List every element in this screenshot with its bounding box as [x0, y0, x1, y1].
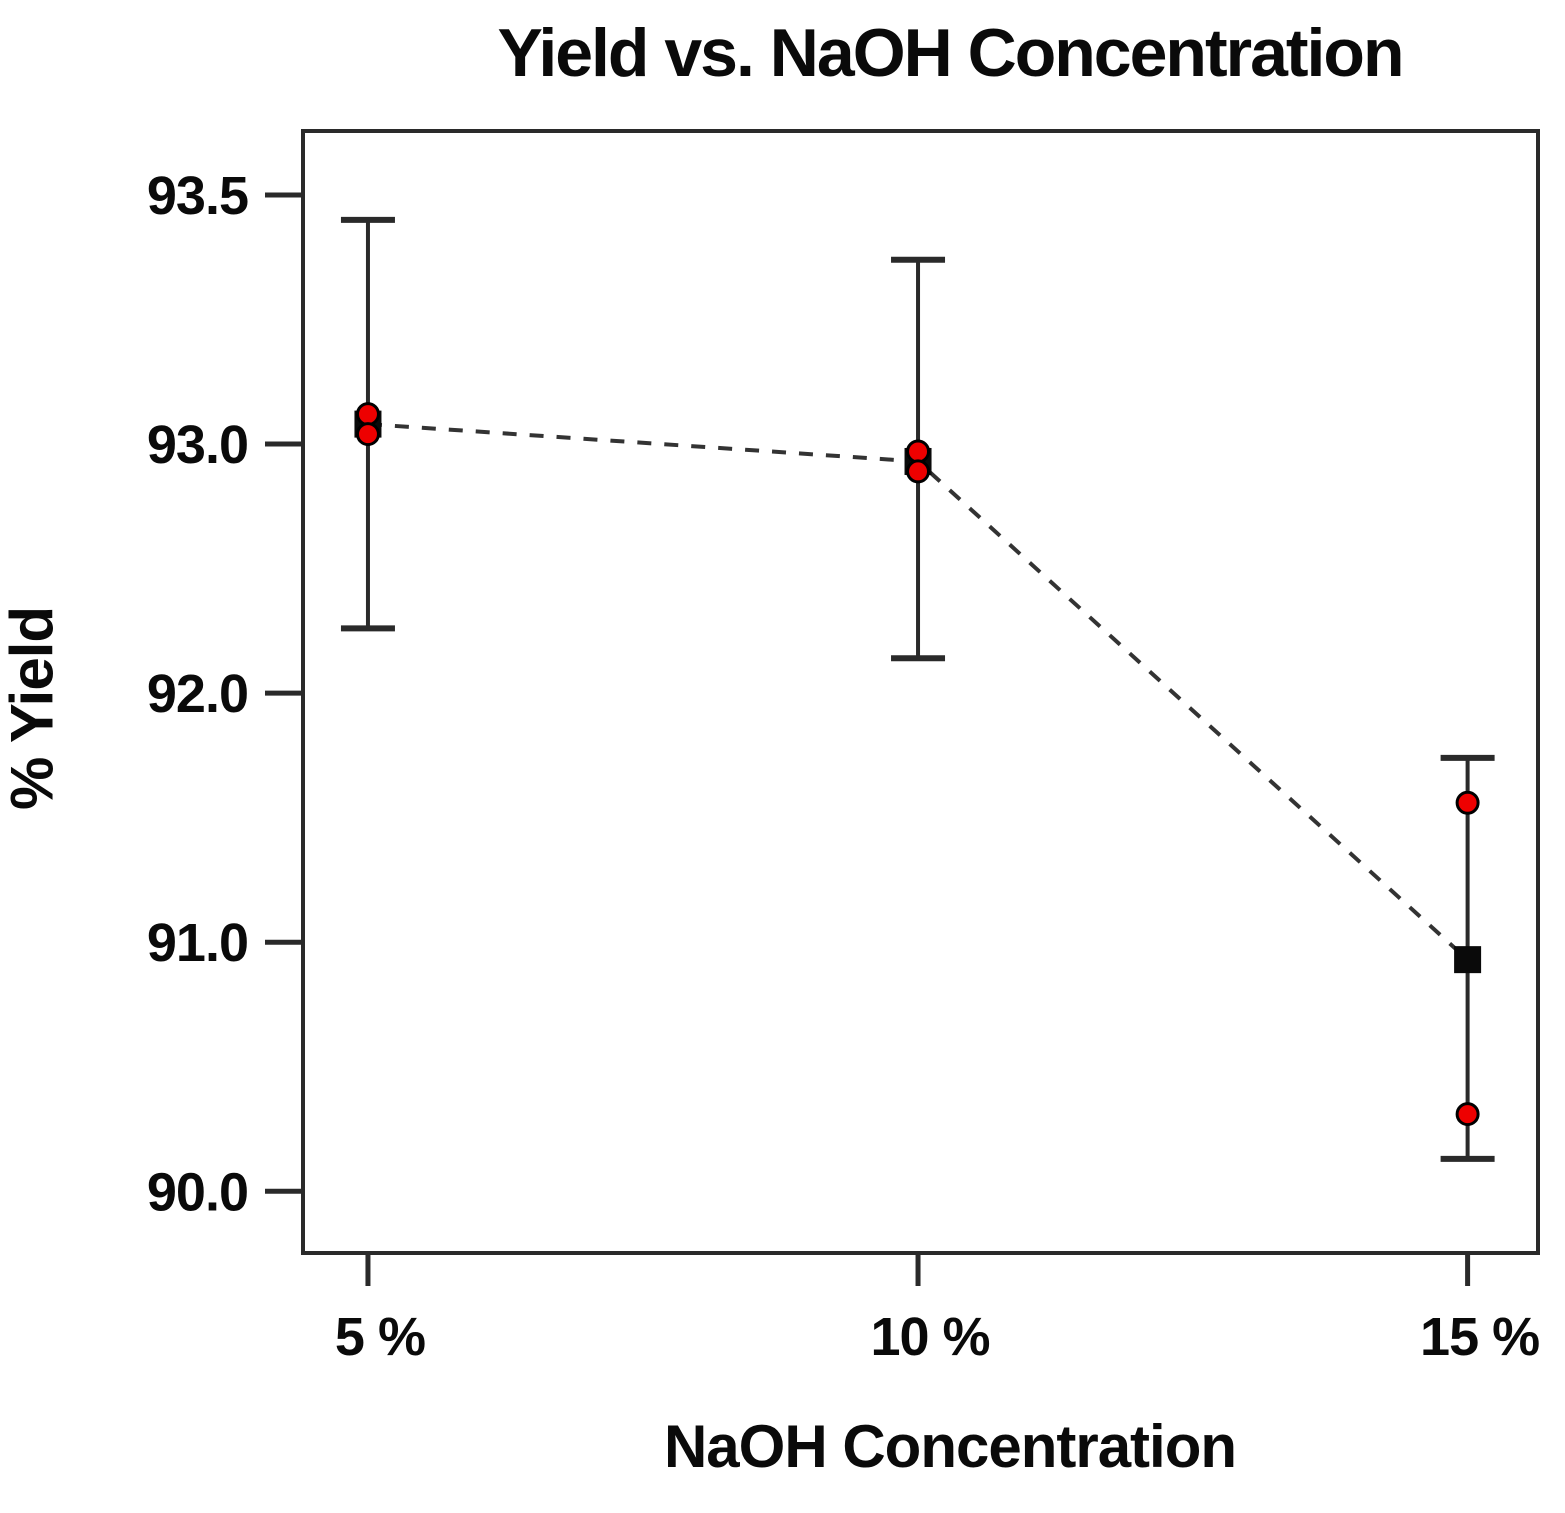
mean-marker	[1454, 946, 1482, 974]
chart-title: Yield vs. NaOH Concentration	[497, 15, 1405, 91]
replicate-point	[355, 422, 380, 447]
x-tick-label: 10 %	[870, 1307, 989, 1367]
replicate-point	[355, 402, 380, 427]
replicate-point	[906, 439, 931, 464]
replicate-point	[906, 459, 931, 484]
y-tick-label: 93.5	[147, 166, 248, 226]
y-tick-label: 90.0	[147, 1162, 248, 1222]
y-tick-label: 92.0	[147, 664, 248, 724]
x-tick-label: 5 %	[335, 1307, 425, 1367]
replicate-point	[1455, 1102, 1480, 1127]
y-tick-label: 91.0	[147, 913, 248, 973]
x-axis-title: NaOH Concentration	[663, 1413, 1237, 1480]
replicate-point	[1455, 790, 1480, 815]
y-tick-label: 93.0	[147, 415, 248, 475]
x-tick-label: 15 %	[1420, 1307, 1539, 1367]
plot-border	[301, 129, 1540, 1255]
